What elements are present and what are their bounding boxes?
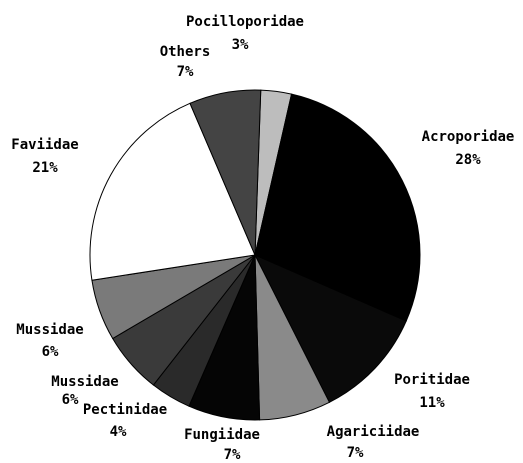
slice-label: Pectinidae [83,402,167,418]
slice-value-label: 6% [62,392,79,408]
slice-value-label: 21% [32,160,58,176]
pie-slice [253,253,407,403]
slice-value-label: 28% [455,152,481,168]
pie-slice [89,102,256,281]
slice-label: Fungiidae [184,427,260,443]
slice-label: Acroporidae [422,129,515,145]
pie-slice [254,93,421,322]
slice-label: Faviidae [11,137,78,153]
slice-label: Mussidae [51,374,118,390]
slice-value-label: 6% [42,344,59,360]
slice-label: Others [160,44,211,60]
slice-value-label: 11% [419,395,445,411]
pie-slice [189,89,262,256]
slice-value-label: 3% [232,37,249,53]
slice-label: Mussidae [16,322,83,338]
slice-value-label: 7% [347,445,364,461]
slice-value-label: 4% [110,424,127,440]
slice-label: Agariciidae [327,424,420,440]
slice-value-label: 7% [177,64,194,80]
slice-label: Poritidae [394,372,470,388]
slice-value-label: 7% [224,447,241,463]
slice-label: Pocilloporidae [186,14,304,30]
